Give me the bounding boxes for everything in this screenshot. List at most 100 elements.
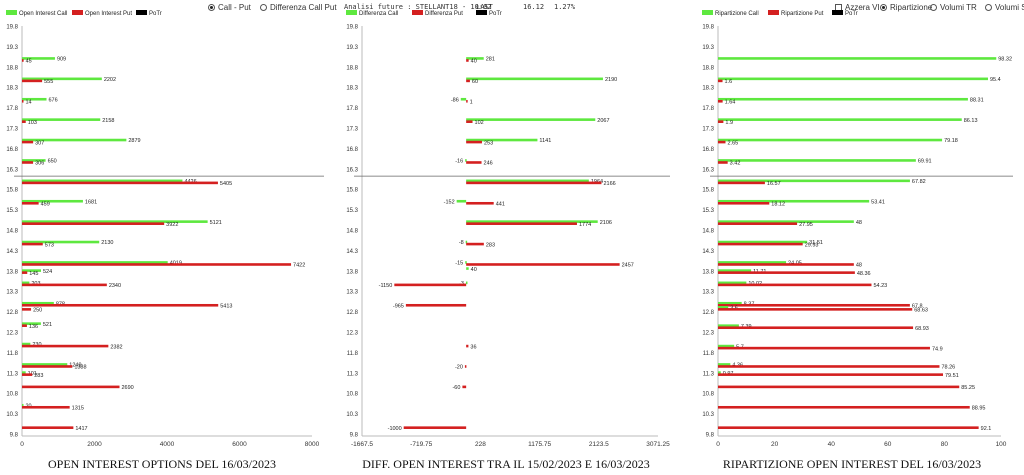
bar-value-label: 48: [856, 263, 862, 269]
call-bar: [718, 179, 910, 183]
call-bar: [22, 322, 41, 325]
bar-value-label: 307: [35, 140, 44, 146]
call-bar: [718, 261, 787, 264]
y-tick-label: 16.3: [346, 167, 358, 173]
legend-swatch: [6, 10, 17, 15]
legend-swatch: [476, 10, 487, 15]
y-tick-label: 15.8: [6, 188, 18, 194]
top-toolbar: Call - Put Differenza Call Put Analisi f…: [0, 0, 1024, 16]
put-bar: [22, 99, 24, 103]
y-tick-label: 18.8: [6, 65, 18, 71]
diff-call-put-radio[interactable]: Differenza Call Put: [260, 3, 337, 12]
put-bar: [718, 346, 930, 350]
call-bar: [22, 371, 26, 374]
bar-value-label: 1315: [72, 405, 84, 411]
bar-value-label: 60: [472, 79, 478, 85]
bar-value-label: -8: [459, 240, 464, 246]
put-bar: [22, 303, 219, 307]
y-tick-label: 17.8: [6, 106, 18, 112]
put-bar: [718, 242, 803, 246]
put-bar: [718, 326, 914, 330]
call-bar: [465, 261, 467, 264]
volumi-st-radio[interactable]: Volumi ST: [985, 3, 1024, 12]
x-tick-label: 4000: [160, 441, 175, 448]
call-bar: [465, 240, 468, 244]
put-bar: [464, 365, 467, 368]
put-bar: [22, 59, 24, 62]
y-tick-label: 9.8: [10, 433, 19, 439]
put-bar: [22, 385, 120, 389]
put-bar: [22, 324, 27, 327]
put-bar: [22, 242, 43, 246]
radio-icon: [985, 4, 992, 11]
bar-value-label: 68.93: [915, 326, 929, 332]
put-bar: [466, 79, 470, 83]
legend-label: Ripartizione Put: [781, 11, 824, 17]
y-tick-label: 18.8: [346, 65, 358, 71]
ripartizione-radio[interactable]: Ripartizione: [880, 3, 932, 12]
call-bar: [718, 159, 916, 162]
y-tick-label: 17.8: [346, 106, 358, 112]
legend-label: Differenza Call: [359, 11, 398, 17]
legend-label: PoTr: [489, 11, 502, 17]
call-bar: [22, 138, 127, 142]
bar-value-label: 2166: [603, 181, 615, 187]
y-tick-label: 17.3: [6, 127, 18, 133]
call-put-radio[interactable]: Call - Put: [208, 3, 251, 12]
legend-swatch: [702, 10, 713, 15]
put-bar: [22, 120, 26, 123]
bar-value-label: -965: [393, 303, 404, 309]
y-tick-label: 14.3: [346, 249, 358, 255]
bar-value-label: 136: [29, 324, 38, 330]
y-tick-label: 19.3: [6, 45, 18, 51]
bar-value-label: 67.82: [912, 179, 926, 185]
call-bar: [718, 57, 997, 60]
bar-value-label: 78.26: [941, 365, 955, 371]
y-tick-label: 11.8: [7, 351, 19, 357]
y-tick-label: 12.8: [702, 310, 714, 316]
call-bar: [22, 261, 168, 264]
put-bar: [22, 271, 28, 274]
put-bar: [22, 263, 292, 266]
call-bar: [22, 220, 208, 223]
legend-label: Ripartizione Call: [715, 11, 759, 17]
put-bar: [718, 222, 798, 225]
bar-value-label: 102: [475, 120, 484, 126]
x-tick-label: 3071.25: [646, 441, 670, 448]
call-bar: [22, 363, 68, 366]
put-bar: [466, 161, 482, 164]
put-bar: [22, 283, 107, 287]
bar-value-label: 2382: [110, 344, 122, 350]
bar-value-label: 1249: [69, 363, 81, 369]
call-bar: [22, 77, 102, 81]
bar-value-label: 2879: [128, 138, 140, 144]
middle-chart-title: DIFF. OPEN INTEREST TRA IL 15/02/2023 E …: [362, 457, 650, 471]
bar-value-label: -1000: [388, 426, 402, 432]
call-bar: [466, 267, 469, 270]
bar-value-label: 1774: [579, 222, 591, 228]
y-tick-label: 15.3: [6, 208, 18, 214]
y-tick-label: 15.8: [346, 188, 358, 194]
x-tick-label: 1175.75: [528, 441, 551, 448]
call-bar: [718, 220, 854, 223]
radio-icon: [260, 4, 267, 11]
put-bar: [718, 308, 913, 311]
legend-label: Open Interest Put: [85, 11, 132, 17]
volumi-tr-radio[interactable]: Volumi TR: [930, 3, 977, 12]
x-tick-label: 2123.5: [589, 441, 609, 448]
call-bar: [22, 199, 83, 203]
bar-value-label: 281: [486, 57, 495, 63]
y-tick-label: 18.8: [702, 65, 714, 71]
bar-value-label: 573: [45, 242, 54, 248]
call-bar: [466, 118, 596, 121]
y-tick-label: 12.3: [702, 331, 714, 337]
y-tick-label: 17.3: [702, 127, 714, 133]
y-tick-label: 10.3: [702, 412, 714, 418]
left-chart-title: OPEN INTEREST OPTIONS DEL 16/03/2023: [48, 457, 276, 471]
bar-value-label: 650: [48, 159, 57, 165]
legend-swatch: [768, 10, 779, 15]
bar-value-label: 676: [49, 97, 58, 103]
y-tick-label: 14.8: [346, 229, 358, 235]
put-bar: [718, 140, 726, 144]
